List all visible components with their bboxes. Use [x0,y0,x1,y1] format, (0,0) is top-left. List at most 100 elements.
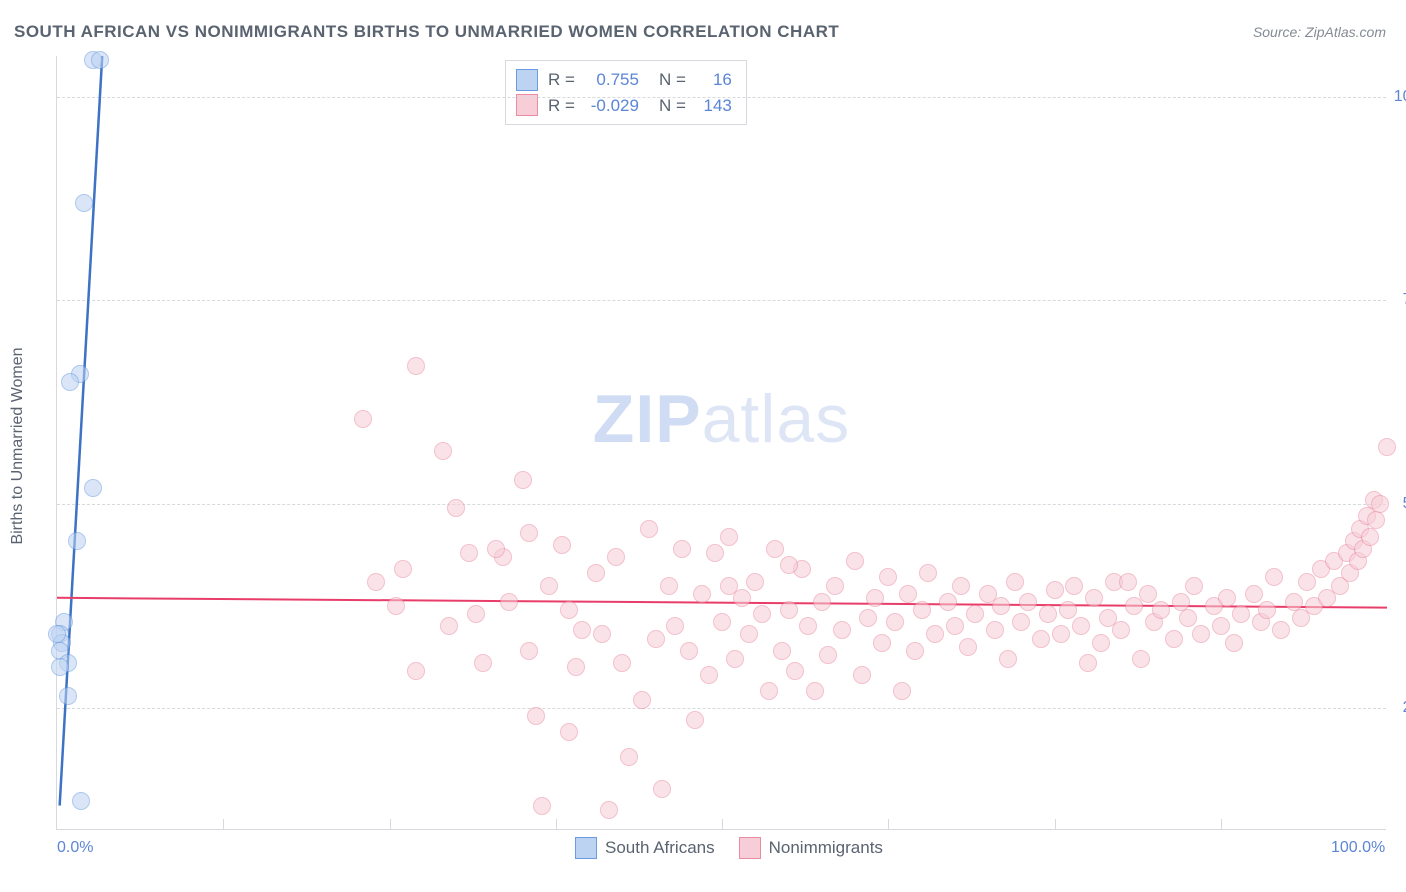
data-point [760,682,778,700]
correlation-legend: R =0.755N =16R =-0.029N =143 [505,60,747,125]
data-point [1179,609,1197,627]
data-point [460,544,478,562]
data-point [647,630,665,648]
data-point [1212,617,1230,635]
data-point [367,573,385,591]
data-point [806,682,824,700]
data-point [1059,601,1077,619]
data-point [733,589,751,607]
data-point [1245,585,1263,603]
data-point [354,410,372,428]
data-point [434,442,452,460]
legend-label: Nonimmigrants [769,838,883,858]
data-point [1258,601,1276,619]
plot-area: ZIPatlas R =0.755N =16R =-0.029N =143 So… [56,56,1386,830]
data-point [1152,601,1170,619]
data-point [780,556,798,574]
data-point [1012,613,1030,631]
r-value: 0.755 [585,67,639,93]
watermark-part1: ZIP [593,381,702,457]
data-point [1225,634,1243,652]
data-point [75,194,93,212]
data-point [1378,438,1396,456]
series-legend: South Africans Nonimmigrants [575,837,883,859]
data-point [1139,585,1157,603]
data-point [886,613,904,631]
data-point [467,605,485,623]
r-label: R = [548,67,575,93]
data-point [91,51,109,69]
data-point [540,577,558,595]
data-point [407,662,425,680]
data-point [633,691,651,709]
legend-swatch [575,837,597,859]
data-point [846,552,864,570]
data-point [959,638,977,656]
data-point [799,617,817,635]
data-point [520,524,538,542]
data-point [1092,634,1110,652]
data-point [1085,589,1103,607]
y-tick-label: 75.0% [1403,291,1406,309]
data-point [1265,568,1283,586]
data-point [474,654,492,672]
data-point [706,544,724,562]
data-point [1019,593,1037,611]
x-minor-tick [1055,819,1056,829]
data-point [620,748,638,766]
data-point [693,585,711,603]
data-point [713,613,731,631]
legend-swatch [739,837,761,859]
watermark: ZIPatlas [593,380,850,458]
gridline-h [57,708,1386,709]
data-point [59,687,77,705]
data-point [866,589,884,607]
data-point [746,573,764,591]
data-point [593,625,611,643]
data-point [84,479,102,497]
data-point [68,532,86,550]
data-point [946,617,964,635]
data-point [407,357,425,375]
data-point [926,625,944,643]
data-point [786,662,804,680]
data-point [500,593,518,611]
data-point [553,536,571,554]
x-minor-tick [390,819,391,829]
data-point [1072,617,1090,635]
data-point [1065,577,1083,595]
data-point [999,650,1017,668]
data-point [1192,625,1210,643]
data-point [819,646,837,664]
y-tick-label: 50.0% [1403,495,1406,513]
data-point [966,605,984,623]
data-point [72,792,90,810]
data-point [1046,581,1064,599]
data-point [560,723,578,741]
data-point [600,801,618,819]
data-point [766,540,784,558]
data-point [520,642,538,660]
data-point [1285,593,1303,611]
x-tick-label: 0.0% [57,839,93,857]
data-point [394,560,412,578]
x-minor-tick [722,819,723,829]
x-minor-tick [556,819,557,829]
data-point [986,621,1004,639]
data-point [51,658,69,676]
data-point [893,682,911,700]
legend-item: South Africans [575,837,715,859]
data-point [48,625,66,643]
chart-title: SOUTH AFRICAN VS NONIMMIGRANTS BIRTHS TO… [14,22,839,42]
data-point [607,548,625,566]
data-point [1119,573,1137,591]
data-point [853,666,871,684]
n-value: 16 [696,67,732,93]
data-point [780,601,798,619]
data-point [1165,630,1183,648]
data-point [1371,495,1389,513]
legend-swatch [516,69,538,91]
data-point [673,540,691,558]
legend-item: Nonimmigrants [739,837,883,859]
data-point [613,654,631,672]
